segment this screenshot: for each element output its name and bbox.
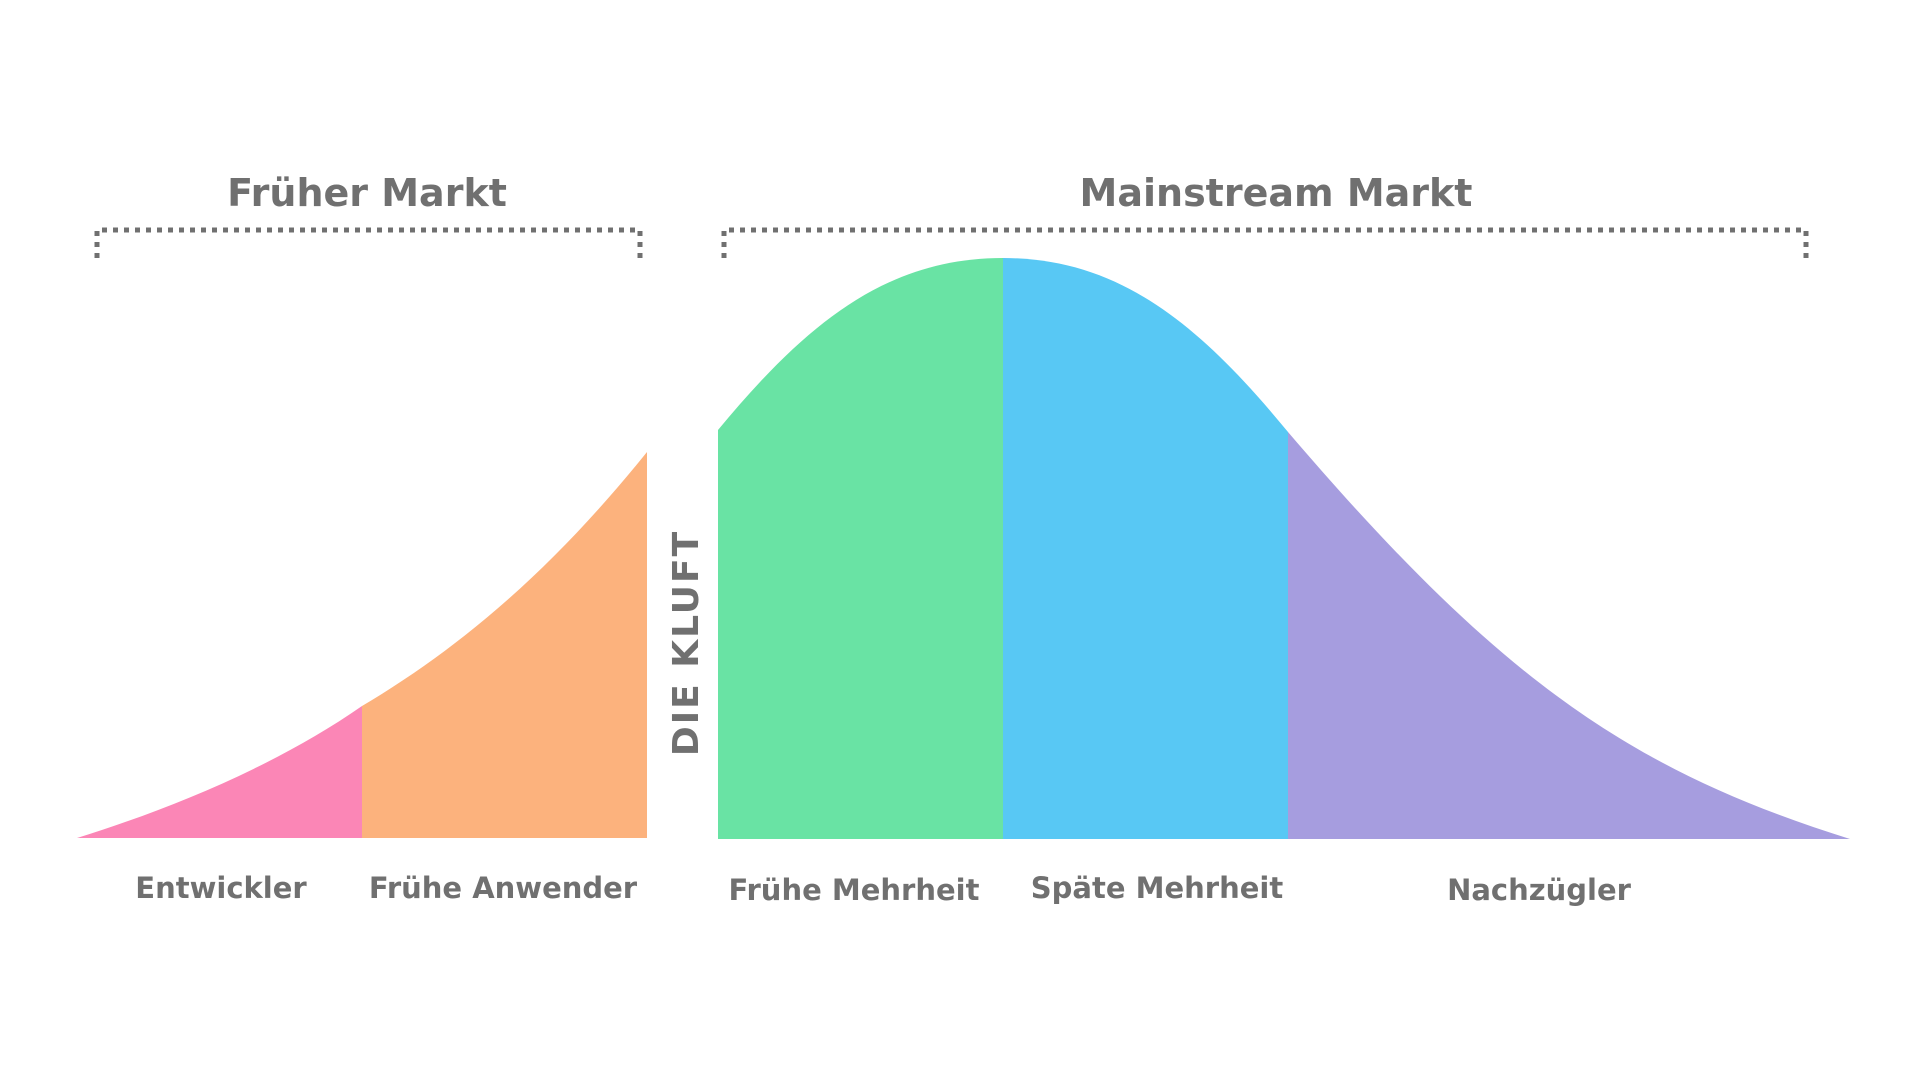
segment-label-innovators: Entwickler (135, 871, 307, 905)
segment-label-laggards: Nachzügler (1447, 873, 1632, 907)
segment-label-early-adopters: Frühe Anwender (369, 871, 638, 905)
segment-area-laggards (1288, 432, 1850, 839)
mainstream-market-bracket (721, 227, 1809, 258)
segment-area-innovators (77, 706, 362, 838)
mainstream-market-label: Mainstream Markt (1080, 171, 1473, 215)
early-market-label: Früher Markt (227, 171, 507, 215)
segment-area-early-majority (718, 258, 1003, 839)
segment-area-late-majority (1003, 258, 1288, 839)
segment-label-early-majority: Frühe Mehrheit (729, 873, 980, 907)
segment-label-late-majority: Späte Mehrheit (1031, 871, 1284, 905)
segment-area-early-adopters (362, 452, 647, 838)
early-market-bracket (94, 227, 643, 258)
chasm-label: DIE KLUFT (666, 530, 707, 756)
